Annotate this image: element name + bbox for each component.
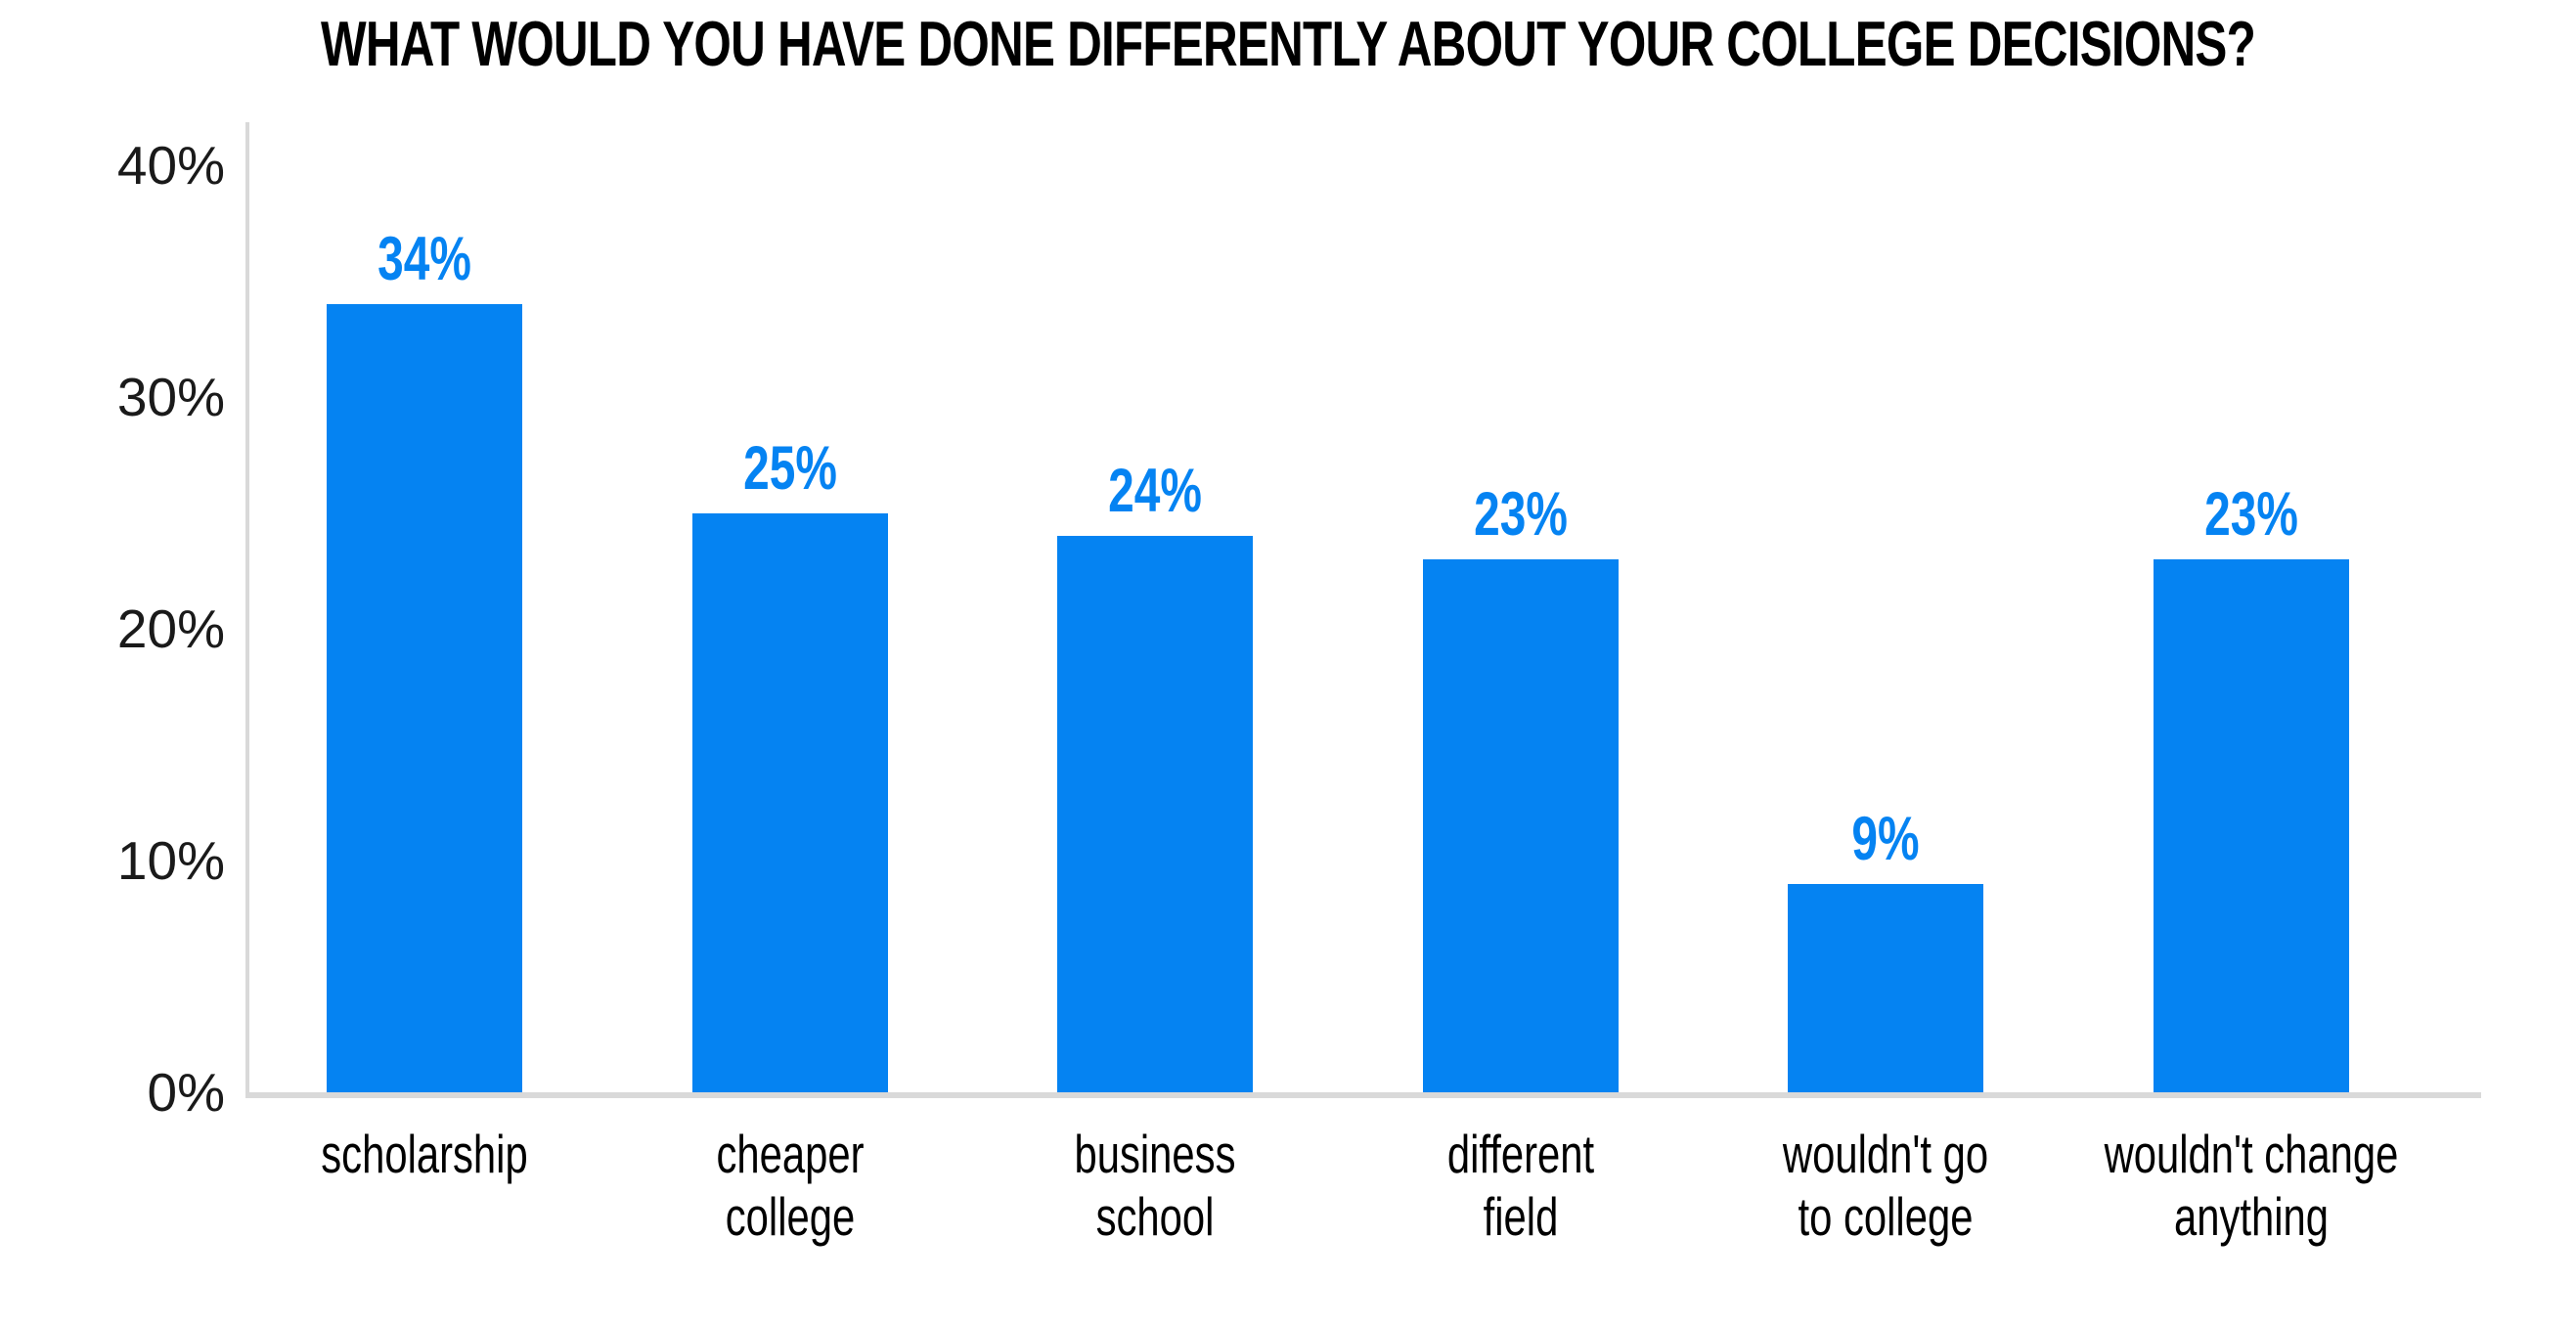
bar-group-scholarship: 34% xyxy=(327,229,522,1092)
bar xyxy=(1788,883,1984,1092)
bar-group-cheaper-college: 25% xyxy=(691,437,888,1092)
bar-value-label: 23% xyxy=(2204,479,2298,549)
chart-title: WHAT WOULD YOU HAVE DONE DIFFERENTLY ABO… xyxy=(320,8,2256,79)
category-label: cheaper college xyxy=(716,1124,865,1247)
y-tick-label: 40% xyxy=(116,135,225,196)
plot-area: 34% 25% 24% 23% 9% 23% xyxy=(247,0,2481,1092)
bar xyxy=(1057,536,1254,1092)
bar xyxy=(2154,558,2349,1092)
category-label: wouldn't change anything xyxy=(2104,1124,2399,1247)
bar-group-wouldnt-change-anything: 23% xyxy=(2154,483,2349,1092)
y-tick-label: 30% xyxy=(116,367,225,427)
category-label: scholarship xyxy=(321,1124,528,1184)
bar-group-different-field: 23% xyxy=(1422,483,1619,1092)
bar xyxy=(1422,558,1619,1092)
bar-group-wouldnt-go-to-college: 9% xyxy=(1788,808,1984,1092)
bar xyxy=(327,304,522,1092)
y-axis-line xyxy=(245,122,249,1098)
bar-value-label: 24% xyxy=(1108,457,1203,526)
bar-value-label: 9% xyxy=(1851,804,1920,873)
y-tick-label: 20% xyxy=(116,598,225,659)
y-tick-label: 0% xyxy=(147,1062,226,1123)
category-label: wouldn't go to college xyxy=(1783,1124,1989,1247)
category-label: business school xyxy=(1074,1124,1236,1247)
bar-group-business-school: 24% xyxy=(1057,461,1254,1092)
bar-value-label: 23% xyxy=(1473,479,1568,549)
bar xyxy=(691,512,888,1092)
category-label: different field xyxy=(1446,1124,1594,1247)
bar-value-label: 25% xyxy=(742,433,837,503)
bar-value-label: 34% xyxy=(378,225,471,294)
y-tick-label: 10% xyxy=(116,830,225,891)
x-axis-line xyxy=(245,1092,2481,1098)
